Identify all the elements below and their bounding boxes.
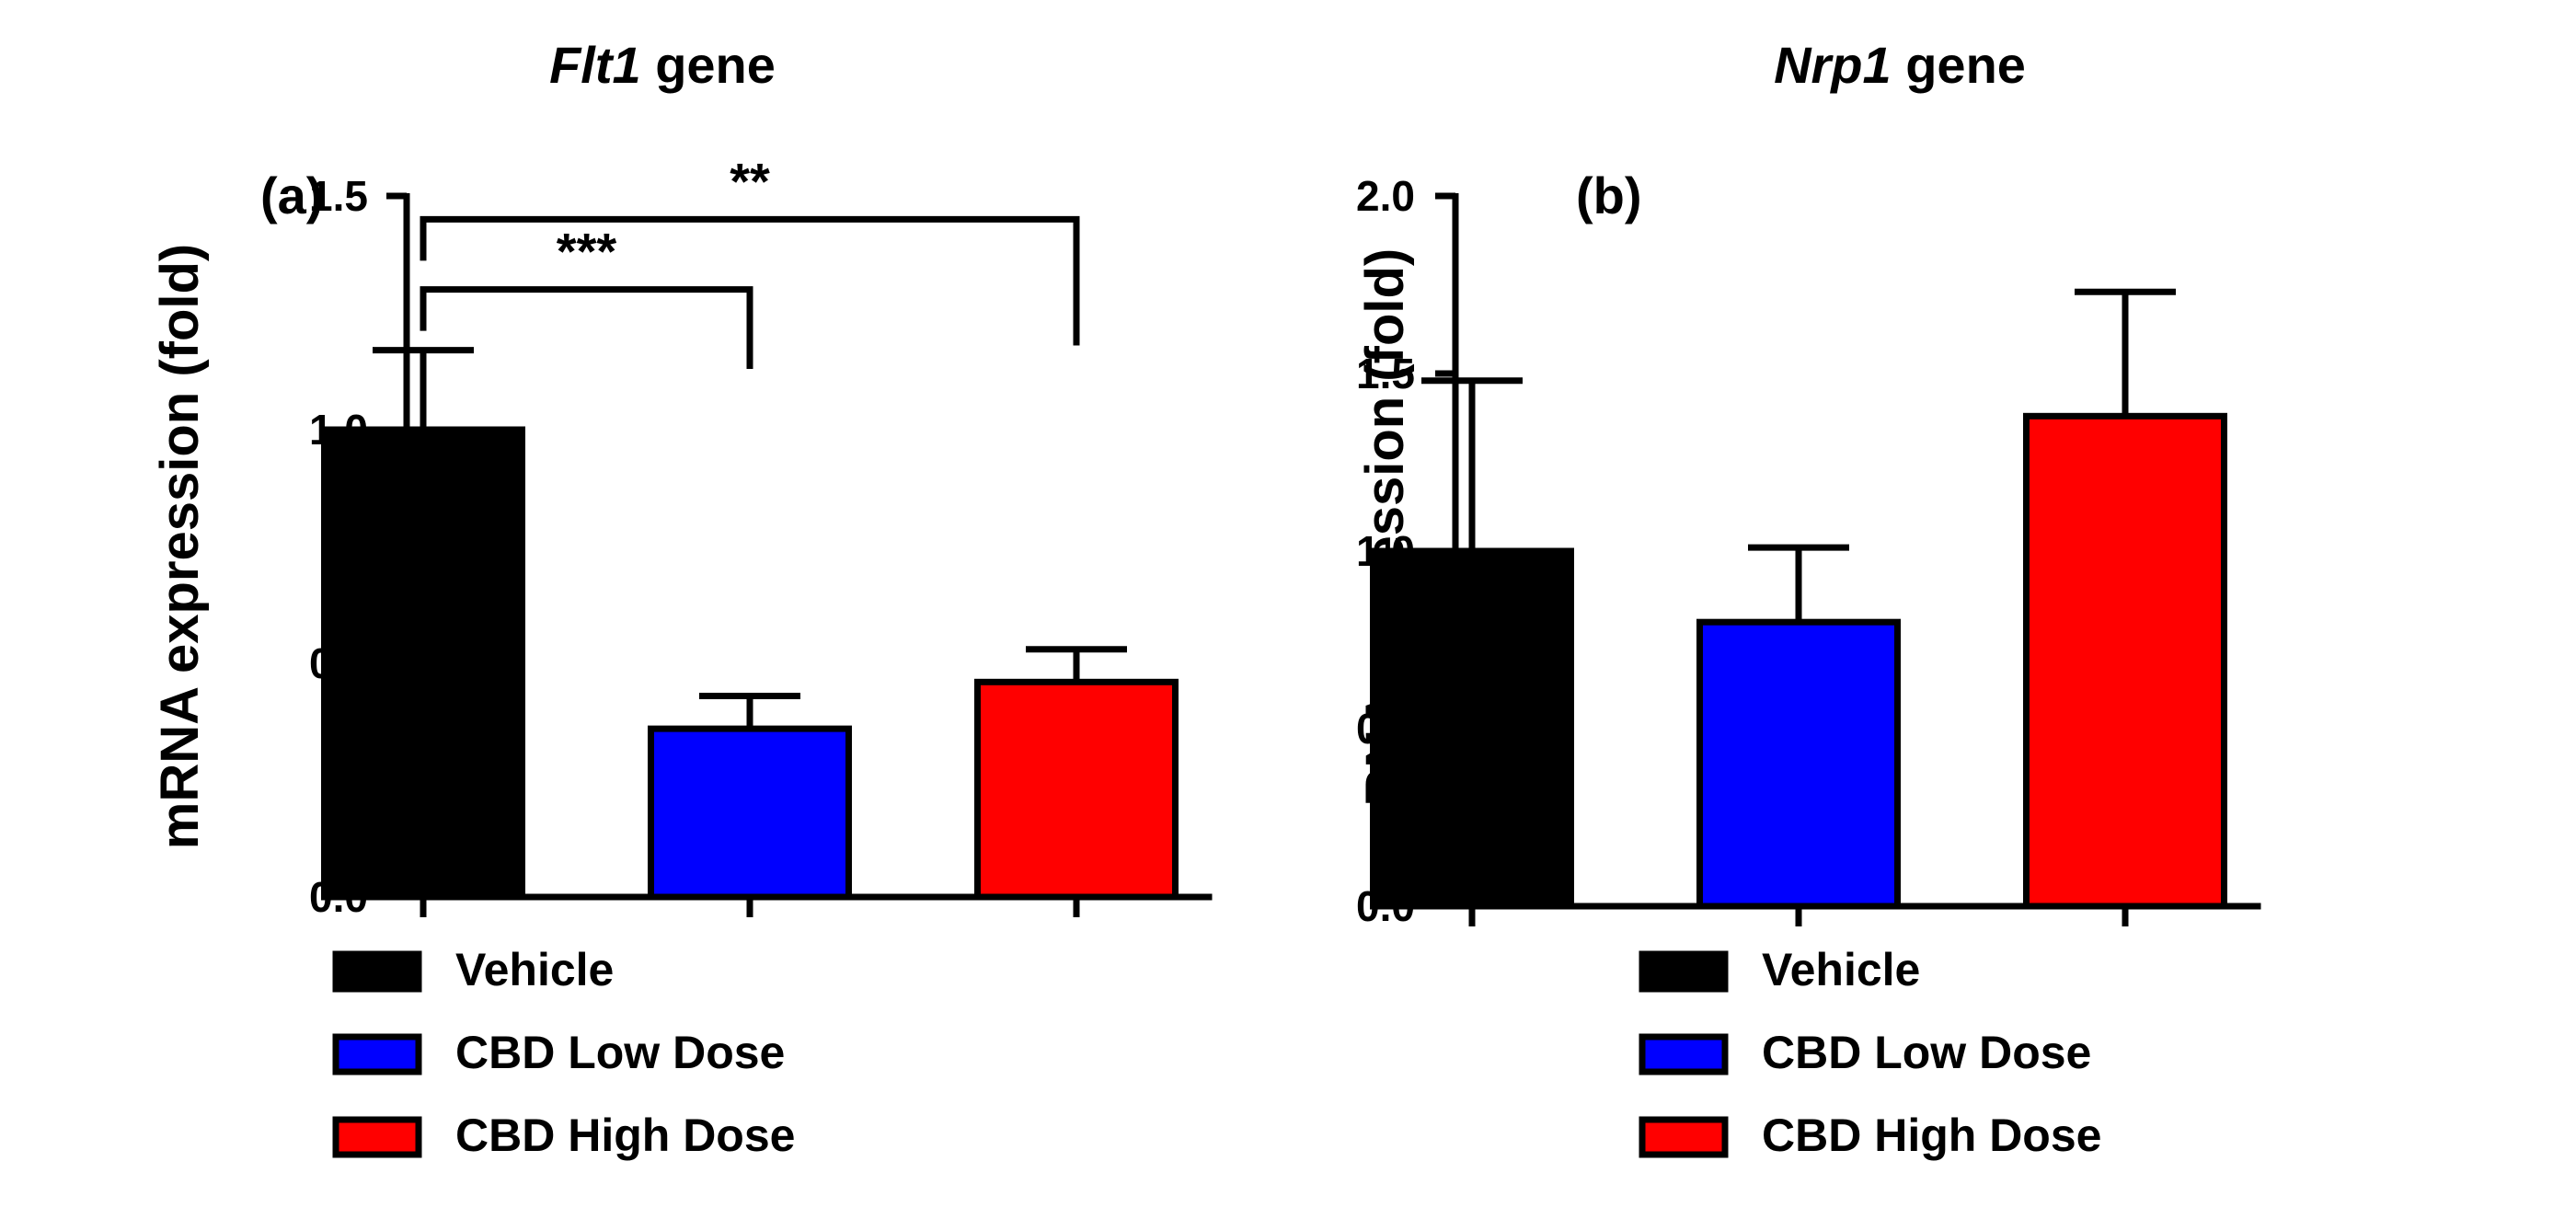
significance-bracket <box>420 215 1080 346</box>
chart-title: Nrp1 gene <box>1774 36 2026 94</box>
legend-label: CBD Low Dose <box>1762 1027 2091 1078</box>
legend-swatch <box>1639 1116 1729 1158</box>
bar-cbd-high-dose <box>2023 412 2227 910</box>
bar-vehicle <box>1370 547 1574 910</box>
bar-vehicle <box>321 426 525 901</box>
legend-label: Vehicle <box>455 944 614 995</box>
bar-cbd-low-dose <box>648 725 852 901</box>
bar-cbd-high-dose <box>974 678 1179 901</box>
legend-swatch <box>1639 1033 1729 1075</box>
y-axis-label: mRNA expression (fold) <box>150 244 210 849</box>
legend-label: Vehicle <box>1762 944 1920 995</box>
y-tick-label: 2.0 <box>1356 172 1415 220</box>
legend-label: CBD Low Dose <box>455 1027 785 1078</box>
bar-cbd-low-dose <box>1696 618 1901 910</box>
significance-label: ** <box>730 152 770 210</box>
significance-bracket <box>420 286 753 369</box>
legend-swatch <box>332 1033 422 1075</box>
chart-title-rest: gene <box>641 36 776 94</box>
chart-title-rest: gene <box>1892 36 2026 94</box>
chart-title-gene: Flt1 <box>549 36 641 94</box>
panel-label: (a) <box>260 167 323 224</box>
legend-swatch <box>332 1116 422 1158</box>
chart-panel-a: Flt1 gene(a)mRNA expression (fold)0.00.5… <box>150 36 1213 1161</box>
legend-label: CBD High Dose <box>1762 1110 2101 1161</box>
legend-swatch <box>332 950 422 993</box>
significance-label: *** <box>557 223 617 281</box>
y-tick-label: 1.5 <box>309 172 368 220</box>
chart-title-gene: Nrp1 <box>1774 36 1892 94</box>
chart-panel-b: Nrp1 gene(b)mRNA expression (fold)0.00.5… <box>1355 36 2261 1161</box>
y-tick-label: 1.5 <box>1356 350 1415 397</box>
legend-label: CBD High Dose <box>455 1110 795 1161</box>
legend-swatch <box>1639 950 1729 993</box>
chart-title: Flt1 gene <box>549 36 776 94</box>
panel-label: (b) <box>1576 167 1642 224</box>
